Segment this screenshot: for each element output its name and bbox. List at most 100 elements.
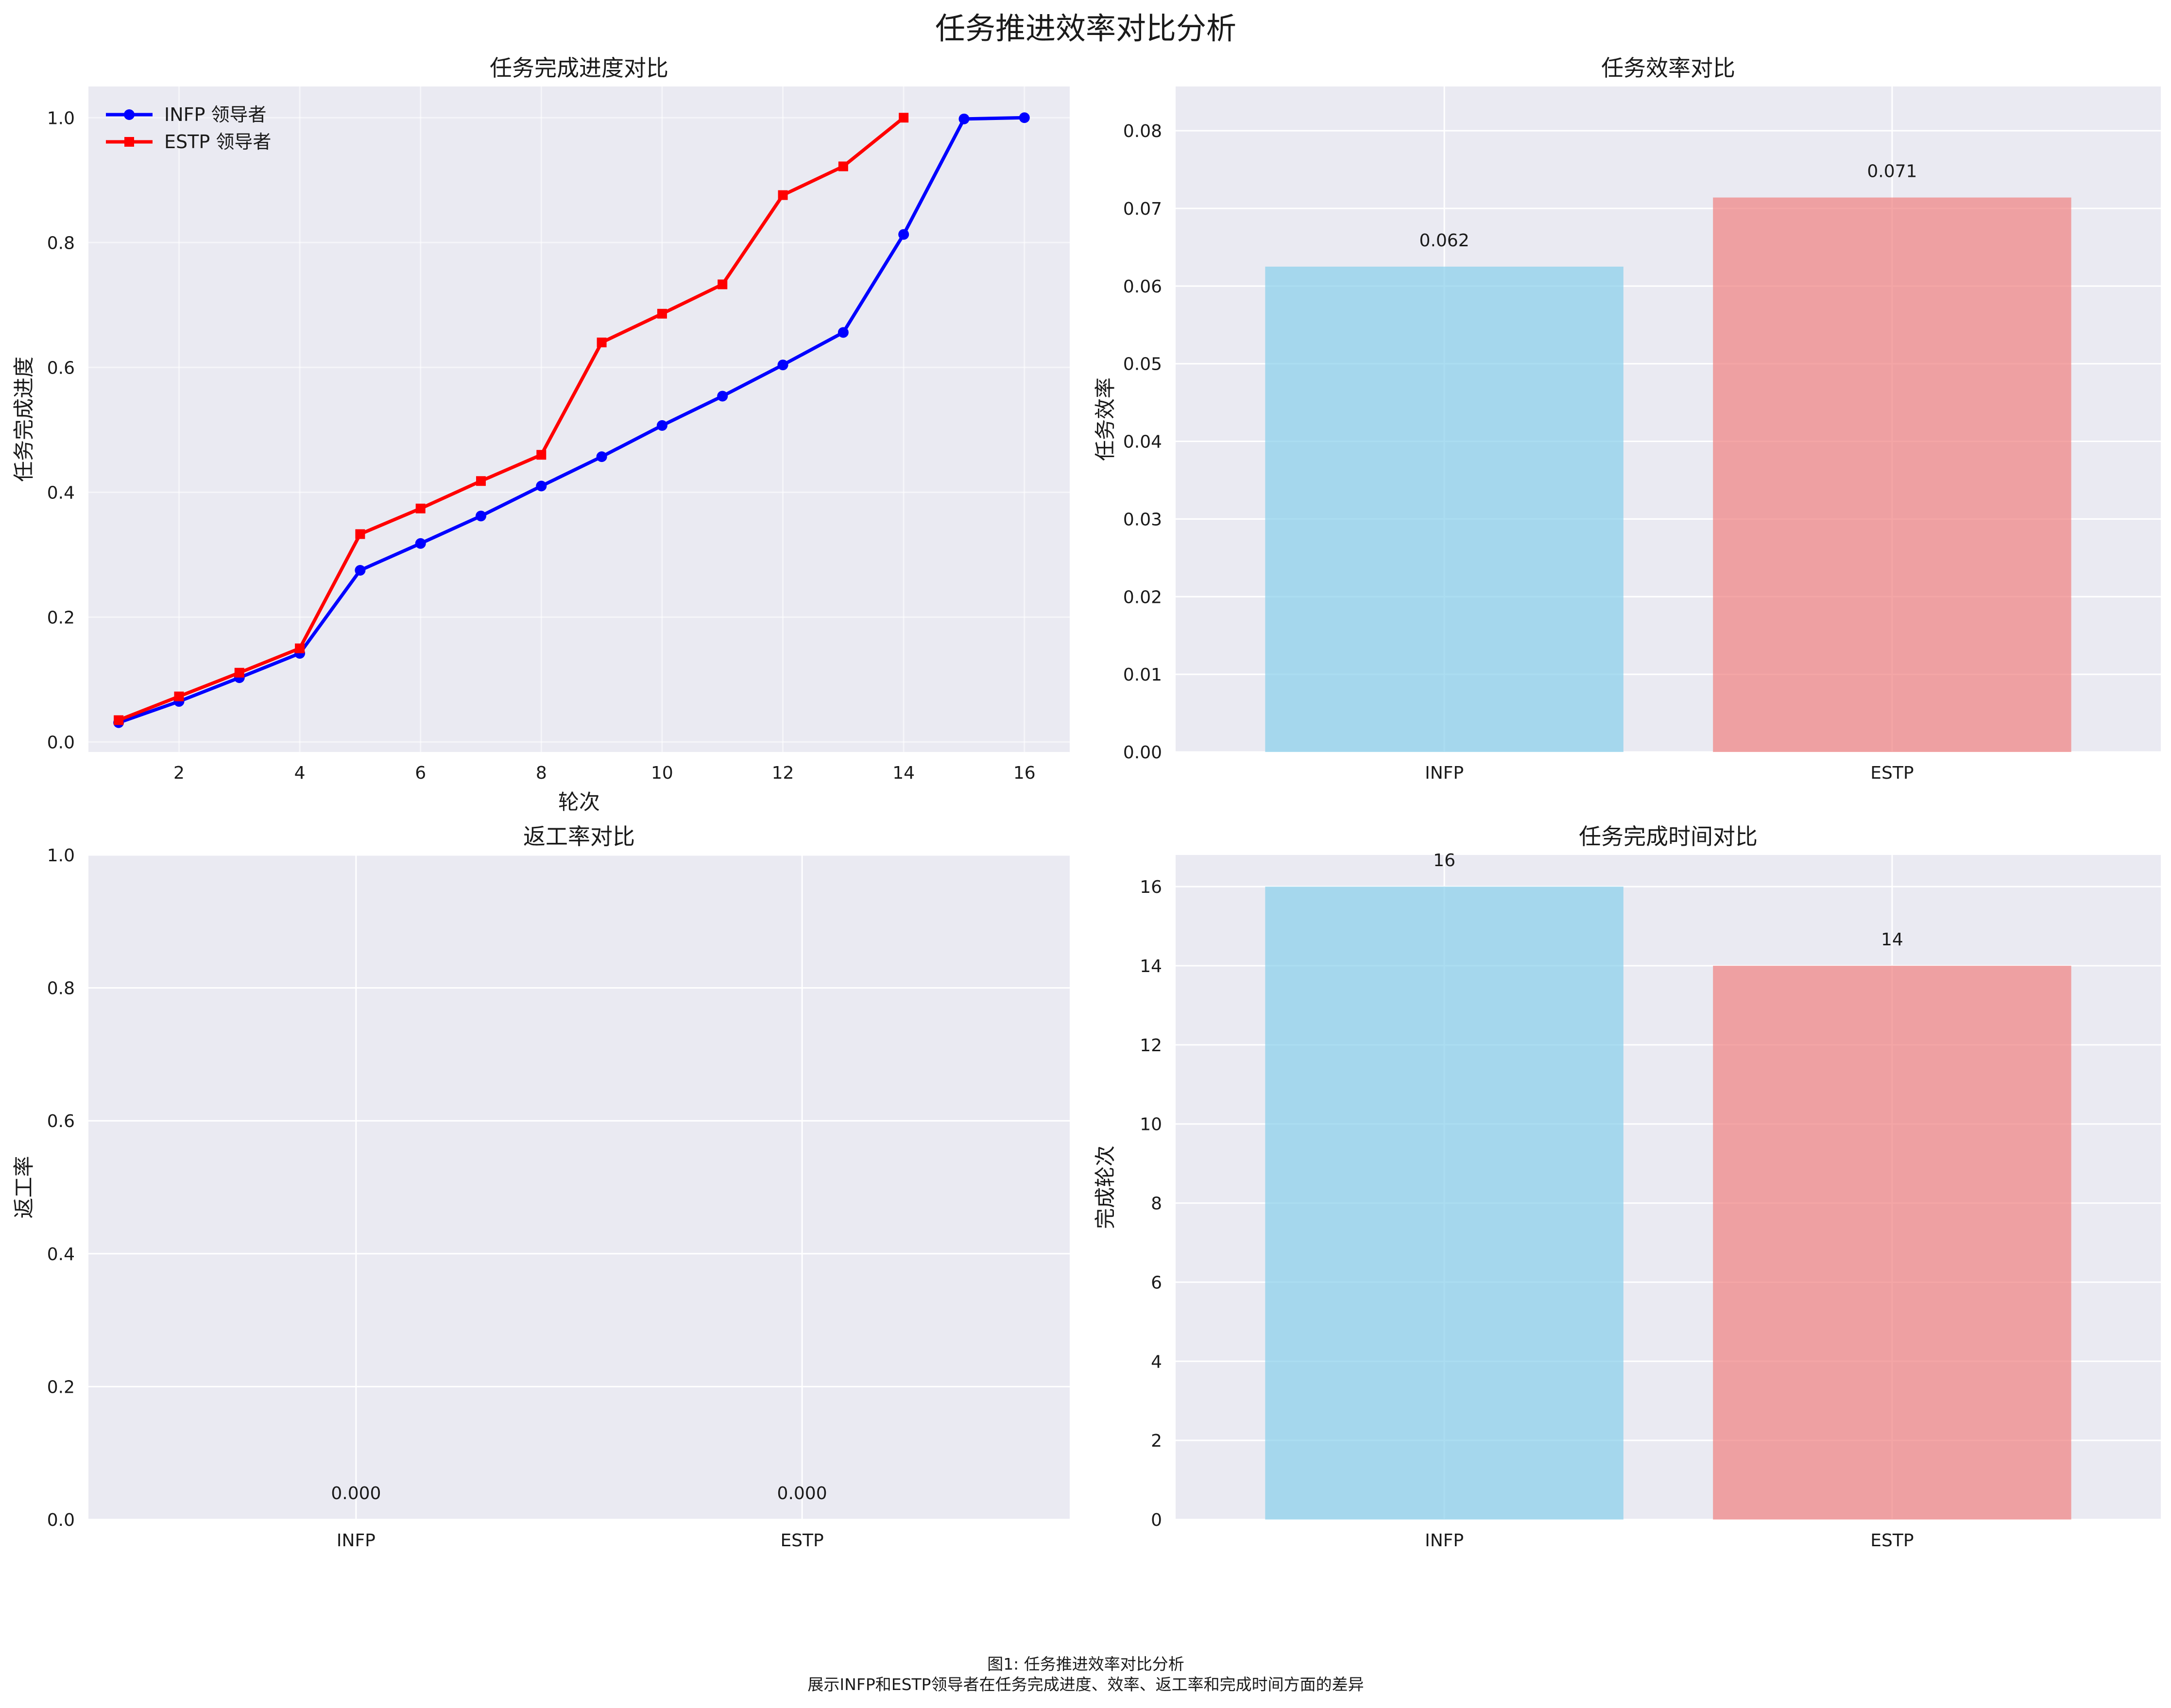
efficiency-bar	[1713, 197, 2071, 752]
progress-point	[536, 450, 547, 460]
progress-point	[596, 451, 607, 462]
completion-title: 任务完成时间对比	[1579, 823, 1758, 850]
progress-xlabel: 轮次	[558, 790, 600, 815]
completion-ytick-label: 0	[1151, 1510, 1162, 1530]
efficiency-value-label: 0.062	[1419, 231, 1470, 251]
completion-ytick-label: 8	[1151, 1194, 1162, 1214]
progress-plot-area	[88, 86, 1070, 752]
efficiency-value-label: 0.071	[1867, 162, 1917, 182]
completion-xtick-label: INFP	[1425, 1531, 1464, 1551]
rework-ytick-label: 1.0	[47, 846, 75, 866]
rework-ylabel: 返工率	[12, 1156, 36, 1219]
completion-bar	[1265, 887, 1624, 1520]
rework-value-label: 0.000	[331, 1484, 381, 1503]
figure-caption-line1: 图1: 任务推进效率对比分析	[987, 1655, 1184, 1674]
progress-point	[1019, 112, 1030, 123]
progress-point	[899, 113, 909, 123]
rework-xtick-label: ESTP	[780, 1531, 823, 1551]
completion-bar	[1713, 966, 2071, 1520]
progress-xtick-label: 14	[892, 763, 915, 783]
rework-ytick-label: 0.8	[47, 979, 75, 999]
progress-xtick-label: 6	[415, 763, 426, 783]
progress-point	[898, 229, 909, 240]
progress-series-line	[118, 116, 905, 722]
completion-ytick-label: 10	[1140, 1115, 1162, 1135]
efficiency-ytick-label: 0.00	[1123, 743, 1162, 763]
completion-ylabel: 完成轮次	[1094, 1145, 1118, 1229]
progress-point	[476, 476, 486, 486]
chart-progress: 0.0 0.2 0.4 0.6 0.8 1.0 2 4 6 8 10 12 14 16 任务完成进度对比任务…	[12, 55, 1070, 815]
figure-caption-line2: 展示INFP和ESTP领导者在任务完成进度、效率、返工率和完成时间方面的差异	[807, 1675, 1364, 1694]
progress-ytick-label: 0.0	[47, 733, 75, 752]
completion-value-label: 16	[1433, 851, 1455, 871]
progress-ylabel: 任务完成进度	[12, 357, 36, 482]
progress-ytick-label: 0.6	[47, 358, 75, 378]
progress-ytick-label: 0.2	[47, 608, 75, 628]
efficiency-ytick-label: 0.07	[1123, 199, 1162, 219]
progress-ytick-label: 0.8	[47, 233, 75, 253]
rework-title: 返工率对比	[523, 823, 635, 850]
completion-ytick-label: 4	[1151, 1352, 1162, 1372]
progress-point	[657, 308, 667, 319]
progress-xtick-label: 16	[1013, 763, 1036, 783]
progress-point	[656, 420, 667, 431]
progress-point	[838, 161, 848, 171]
progress-xtick-label: 2	[173, 763, 185, 783]
progress-point	[355, 565, 366, 576]
progress-xtick-label: 12	[772, 763, 794, 783]
progress-point	[114, 715, 124, 725]
progress-point	[234, 667, 244, 678]
efficiency-bar	[1265, 266, 1624, 752]
efficiency-ytick-label: 0.01	[1123, 665, 1162, 685]
progress-point	[717, 391, 728, 402]
efficiency-ytick-label: 0.04	[1123, 432, 1162, 452]
progress-point	[958, 113, 970, 124]
efficiency-xtick-label: ESTP	[1870, 763, 1914, 783]
progress-point	[597, 337, 607, 347]
progress-legend-label: ESTP 领导者	[164, 131, 271, 153]
efficiency-ytick-label: 0.08	[1123, 121, 1162, 141]
progress-xtick-label: 4	[294, 763, 306, 783]
efficiency-title: 任务效率对比	[1601, 55, 1735, 81]
progress-xtick-label: 10	[651, 763, 673, 783]
completion-ytick-label: 6	[1151, 1273, 1162, 1293]
efficiency-ytick-label: 0.02	[1123, 587, 1162, 607]
rework-ytick-label: 0.6	[47, 1111, 75, 1131]
progress-point	[718, 279, 728, 290]
rework-plot-area	[88, 855, 1070, 1520]
progress-legend-label: INFP 领导者	[164, 104, 267, 125]
progress-point	[778, 190, 788, 200]
completion-value-label: 14	[1881, 930, 1903, 950]
progress-xtick-label: 8	[536, 763, 547, 783]
progress-point	[415, 503, 426, 513]
completion-ytick-label: 12	[1140, 1036, 1162, 1056]
progress-point	[476, 511, 486, 522]
figure-title: 任务推进效率对比分析	[935, 11, 1236, 46]
chart-efficiency: 0.00 0.01 0.02 0.03 0.04 0.05 0.06 0.07 0.08 任务效率…	[1094, 55, 2161, 783]
progress-series-line	[118, 116, 1025, 724]
progress-legend-marker	[124, 109, 135, 120]
progress-point	[355, 529, 365, 539]
rework-ytick-label: 0.2	[47, 1377, 75, 1397]
progress-point	[777, 359, 788, 371]
rework-ytick-label: 0.4	[47, 1245, 75, 1264]
progress-point	[174, 691, 184, 701]
progress-title: 任务完成进度对比	[490, 55, 668, 81]
efficiency-xtick-label: INFP	[1425, 763, 1464, 783]
progress-point	[295, 643, 305, 653]
completion-ytick-label: 2	[1151, 1431, 1162, 1451]
progress-point	[415, 538, 426, 549]
completion-ytick-label: 16	[1140, 877, 1162, 897]
rework-xtick-label: INFP	[337, 1531, 376, 1551]
progress-legend-marker	[124, 137, 134, 147]
completion-ytick-label: 14	[1140, 956, 1162, 976]
progress-point	[536, 480, 547, 492]
rework-value-label: 0.000	[777, 1484, 827, 1503]
efficiency-ylabel: 任务效率	[1094, 377, 1118, 461]
efficiency-ytick-label: 0.06	[1123, 277, 1162, 297]
efficiency-ytick-label: 0.05	[1123, 355, 1162, 375]
efficiency-ytick-label: 0.03	[1123, 510, 1162, 529]
